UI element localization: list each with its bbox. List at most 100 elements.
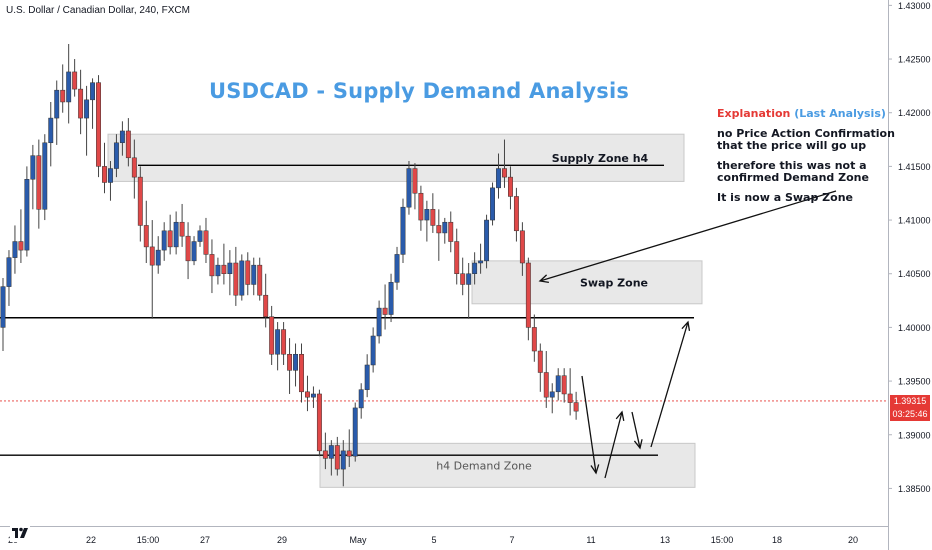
candle (519, 222, 525, 276)
candle-body (508, 176, 513, 197)
candle-body (305, 391, 310, 398)
candle (573, 391, 579, 420)
candle (84, 85, 90, 156)
candle-body (430, 209, 436, 226)
candle-body (322, 450, 328, 459)
candle (543, 351, 549, 408)
candle (376, 300, 382, 344)
candle (555, 368, 561, 401)
candle-body (155, 249, 161, 266)
candle (442, 217, 448, 244)
countdown-tag: 03:25:46 (890, 408, 930, 421)
candle-body (418, 192, 424, 221)
candle-body (60, 89, 66, 103)
candle-body (525, 262, 531, 328)
candle (125, 118, 131, 167)
candle-body (233, 262, 239, 296)
y-tick-label: 1.40000 (898, 323, 931, 333)
arrows-layer (538, 190, 837, 479)
candle-body (436, 225, 442, 234)
candle-body (328, 445, 334, 459)
candle-body (484, 219, 490, 262)
candle-body (108, 168, 113, 183)
projection-arrow-down (581, 375, 597, 474)
time-axis-bg (0, 526, 888, 550)
candle (364, 354, 370, 398)
candle-body (573, 402, 579, 412)
x-tick-label: 15:00 (711, 535, 734, 545)
candle (466, 263, 472, 319)
candle (418, 185, 424, 231)
candle (436, 209, 442, 261)
candle (400, 198, 406, 263)
x-tick-label: 7 (509, 535, 514, 545)
supply-zone-label: Supply Zone h4 (552, 152, 649, 165)
candle-body (293, 353, 298, 371)
candle-body (84, 99, 90, 119)
candle-body (131, 157, 137, 178)
candle-body (30, 155, 36, 180)
candle-body (299, 353, 304, 393)
candle-body (513, 196, 519, 232)
candle (531, 314, 537, 362)
candle-body (125, 130, 131, 159)
x-tick-label: 18 (772, 535, 782, 545)
candle-body (352, 407, 358, 457)
candle-body (173, 221, 179, 248)
candle (96, 75, 101, 178)
candle-body (137, 176, 143, 226)
candle (90, 78, 95, 129)
candle-body (245, 260, 251, 285)
candle (102, 142, 107, 194)
candle (269, 305, 275, 365)
x-tick-label: 5 (431, 535, 436, 545)
supply-zone (107, 133, 685, 182)
candle (108, 161, 113, 201)
candle (113, 134, 119, 178)
chart-title: USDCAD - Supply Demand Analysis (209, 79, 630, 103)
y-tick-label: 1.42000 (898, 108, 931, 118)
candle (119, 121, 125, 156)
candle (328, 440, 334, 476)
candle-body (448, 221, 454, 242)
candle-body (394, 254, 400, 283)
candle (239, 254, 245, 301)
candle-body (66, 71, 72, 103)
candle-body (424, 209, 430, 221)
candle (0, 278, 6, 352)
y-tick-label: 1.42500 (898, 55, 931, 65)
candle-body (502, 168, 507, 178)
candle-body (287, 353, 293, 371)
candle-body (281, 329, 287, 355)
candle (257, 257, 263, 301)
candle (352, 402, 358, 462)
candle-body (400, 206, 406, 255)
tradingview-logo[interactable] (10, 522, 30, 542)
x-tick-label: May (349, 535, 367, 545)
candle-body (48, 117, 54, 144)
candle-body (36, 155, 42, 210)
candle (131, 139, 137, 199)
candle (281, 322, 287, 365)
arrow-head (633, 439, 643, 450)
explanation-header: Explanation (Last Analysis) (717, 108, 897, 120)
candle (454, 228, 460, 285)
candle (388, 273, 394, 323)
candle (245, 252, 251, 296)
explanation-subheading: (Last Analysis) (794, 107, 886, 120)
candle (502, 139, 507, 188)
candle (394, 246, 400, 290)
candle-body (454, 241, 460, 274)
candle-body (0, 286, 6, 328)
candle-body (203, 230, 209, 255)
candle (233, 246, 239, 306)
explanation-arrow (539, 190, 837, 282)
candle (424, 200, 430, 242)
candle (299, 343, 304, 403)
candle (143, 200, 149, 263)
candle (12, 225, 18, 274)
candle (167, 214, 173, 255)
candle-body (24, 179, 30, 251)
